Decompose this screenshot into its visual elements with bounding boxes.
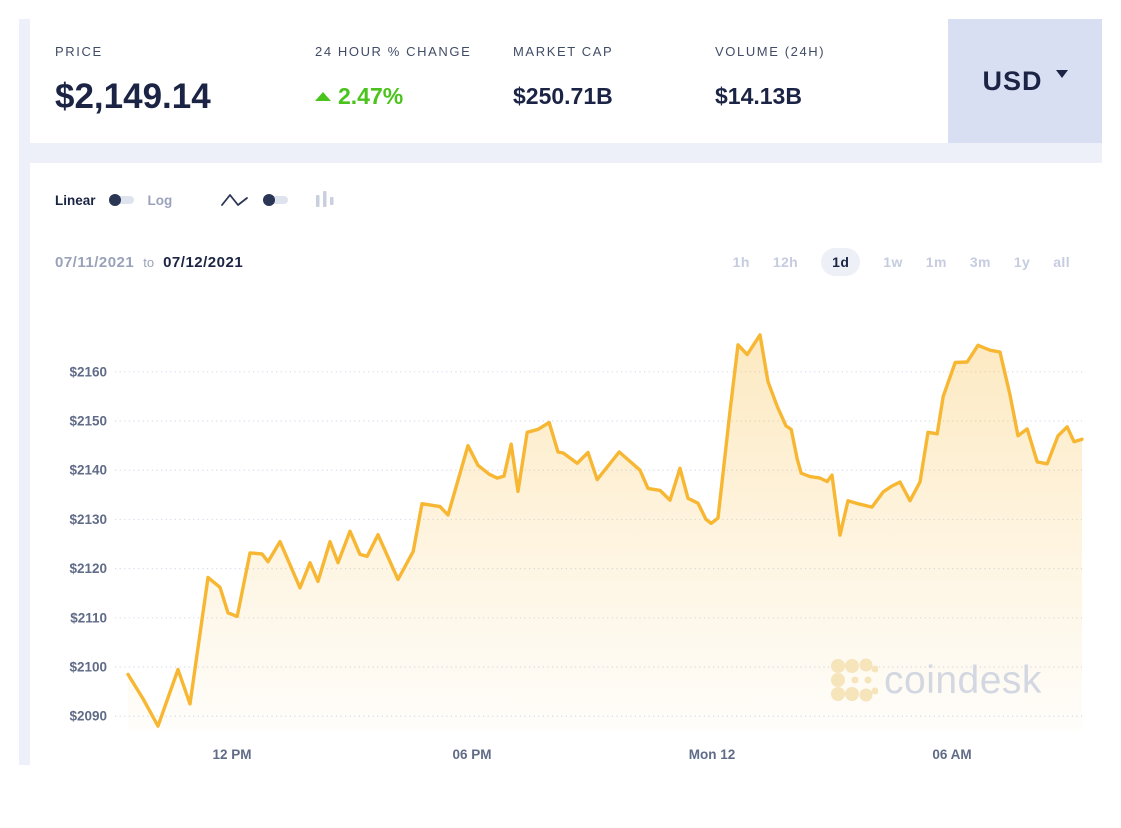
range-tab-1h[interactable]: 1h xyxy=(732,254,750,270)
chart-controls-row: Linear Log xyxy=(55,188,336,212)
range-tab-3m[interactable]: 3m xyxy=(969,254,991,270)
svg-text:06 AM: 06 AM xyxy=(932,747,971,760)
coindesk-logo-icon xyxy=(831,658,878,702)
date-start-field[interactable]: 07/11/2021 xyxy=(55,254,135,271)
toggle-knob xyxy=(108,194,121,206)
svg-text:$2110: $2110 xyxy=(70,610,107,625)
price-label: PRICE xyxy=(55,44,103,59)
change-label: 24 HOUR % CHANGE xyxy=(315,44,472,59)
chart-type-toggle-switch[interactable] xyxy=(263,194,289,206)
chevron-down-icon xyxy=(1055,70,1068,78)
range-tabs: 1h 12h 1d 1w 1m 3m 1y all xyxy=(733,248,1070,276)
chart-card: Linear Log 07/11/2021 to 07/12/2021 1h 1… xyxy=(30,163,1102,765)
price-chart[interactable]: $2090 $2100 $2110 $2120 $2130 $2140 $2150 $2160… xyxy=(50,325,1090,760)
range-tab-all[interactable]: all xyxy=(1053,254,1070,270)
market-cap-label: MARKET CAP xyxy=(513,44,614,59)
svg-text:$2140: $2140 xyxy=(69,463,107,478)
date-separator: to xyxy=(143,255,155,270)
market-cap-value: $250.71B xyxy=(513,83,613,109)
currency-selector-value: USD xyxy=(982,65,1043,96)
svg-text:$2130: $2130 xyxy=(69,512,107,527)
range-tab-1w[interactable]: 1w xyxy=(883,254,903,270)
line-chart-icon[interactable] xyxy=(220,191,250,209)
change-value: 2.47% xyxy=(315,83,403,110)
svg-text:06 PM: 06 PM xyxy=(452,747,491,760)
price-chart-svg[interactable]: $2090 $2100 $2110 $2120 $2130 $2140 $2150 $2160… xyxy=(50,325,1090,760)
svg-text:$2090: $2090 xyxy=(69,709,107,724)
bar-chart-icon[interactable] xyxy=(314,189,336,211)
up-arrow-icon xyxy=(315,92,331,101)
currency-selector[interactable]: USD xyxy=(948,19,1102,143)
change-percent: 2.47% xyxy=(338,83,404,109)
svg-text:$2160: $2160 xyxy=(69,364,107,379)
svg-text:12 PM: 12 PM xyxy=(212,747,251,760)
scale-toggle-switch[interactable] xyxy=(108,194,134,206)
price-value: $2,149.14 xyxy=(55,77,211,116)
linear-scale-label[interactable]: Linear xyxy=(55,192,96,208)
volume-value: $14.13B xyxy=(715,83,802,109)
coindesk-watermark-text: coindesk xyxy=(884,658,1042,702)
svg-text:Mon 12: Mon 12 xyxy=(689,747,736,760)
date-range: 07/11/2021 to 07/12/2021 xyxy=(55,254,243,271)
range-tab-1m[interactable]: 1m xyxy=(925,254,947,270)
toggle-knob xyxy=(263,194,276,206)
range-row: 07/11/2021 to 07/12/2021 1h 12h 1d 1w 1m… xyxy=(30,248,1102,282)
volume-label: VOLUME (24H) xyxy=(715,44,826,59)
stats-card: PRICE $2,149.14 24 HOUR % CHANGE 2.47% M… xyxy=(30,19,948,143)
svg-text:$2120: $2120 xyxy=(69,561,107,576)
range-tab-1y[interactable]: 1y xyxy=(1013,254,1031,270)
svg-text:$2150: $2150 xyxy=(69,414,107,429)
range-tab-1d[interactable]: 1d xyxy=(821,248,861,276)
coindesk-watermark: coindesk xyxy=(828,656,1042,704)
log-scale-label[interactable]: Log xyxy=(147,192,173,208)
svg-text:$2100: $2100 xyxy=(69,660,107,675)
range-tab-12h[interactable]: 12h xyxy=(772,254,799,270)
date-end-field[interactable]: 07/12/2021 xyxy=(163,254,244,271)
